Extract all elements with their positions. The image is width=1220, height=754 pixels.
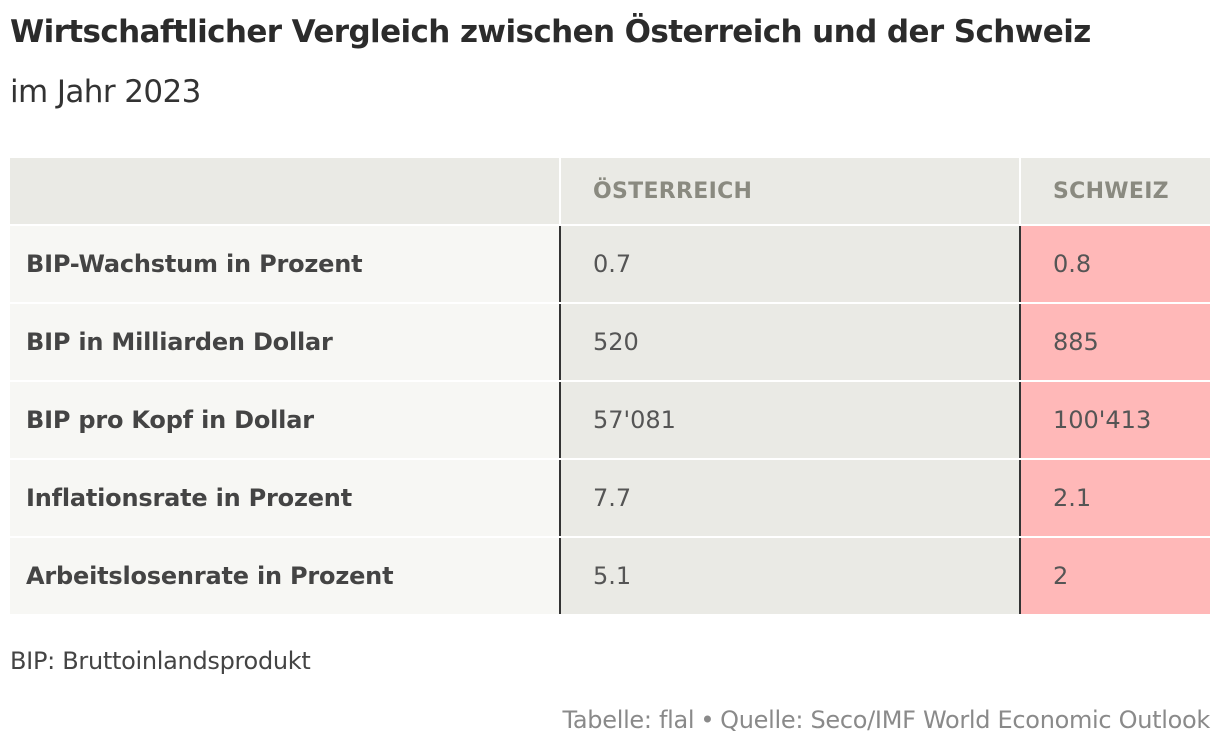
chart-subtitle: im Jahr 2023: [10, 74, 201, 110]
cell-switzerland: 100'413: [1019, 381, 1210, 460]
footer-separator: •: [700, 706, 715, 734]
cell-austria: 5.1: [559, 537, 1020, 616]
header-label-column: [10, 158, 560, 226]
row-label: Arbeitslosenrate in Prozent: [10, 537, 560, 616]
table-row: BIP in Milliarden Dollar 520 885: [10, 303, 1210, 382]
source-text: Quelle: Seco/IMF World Economic Outlook: [720, 706, 1210, 734]
row-label: BIP pro Kopf in Dollar: [10, 381, 560, 460]
cell-austria: 57'081: [559, 381, 1020, 460]
row-label: BIP in Milliarden Dollar: [10, 303, 560, 382]
header-switzerland: SCHWEIZ: [1019, 158, 1210, 226]
cell-austria: 0.7: [559, 225, 1020, 304]
table-row: Arbeitslosenrate in Prozent 5.1 2: [10, 537, 1210, 616]
cell-austria: 7.7: [559, 459, 1020, 538]
source-footer: Tabelle: flal • Quelle: Seco/IMF World Eco…: [563, 706, 1211, 734]
cell-switzerland: 885: [1019, 303, 1210, 382]
cell-austria: 520: [559, 303, 1020, 382]
chart-title: Wirtschaftlicher Vergleich zwischen Öste…: [10, 14, 1091, 50]
footnote: BIP: Bruttoinlandsprodukt: [10, 647, 311, 675]
comparison-table: ÖSTERREICH SCHWEIZ BIP-Wachstum in Proze…: [10, 158, 1210, 616]
table-row: BIP pro Kopf in Dollar 57'081 100'413: [10, 381, 1210, 460]
row-label: BIP-Wachstum in Prozent: [10, 225, 560, 304]
table-row: BIP-Wachstum in Prozent 0.7 0.8: [10, 225, 1210, 304]
row-label: Inflationsrate in Prozent: [10, 459, 560, 538]
table-credit: Tabelle: flal: [562, 706, 695, 734]
cell-switzerland: 0.8: [1019, 225, 1210, 304]
header-austria: ÖSTERREICH: [559, 158, 1020, 226]
table-header-row: ÖSTERREICH SCHWEIZ: [10, 158, 1210, 226]
cell-switzerland: 2.1: [1019, 459, 1210, 538]
table-row: Inflationsrate in Prozent 7.7 2.1: [10, 459, 1210, 538]
cell-switzerland: 2: [1019, 537, 1210, 616]
